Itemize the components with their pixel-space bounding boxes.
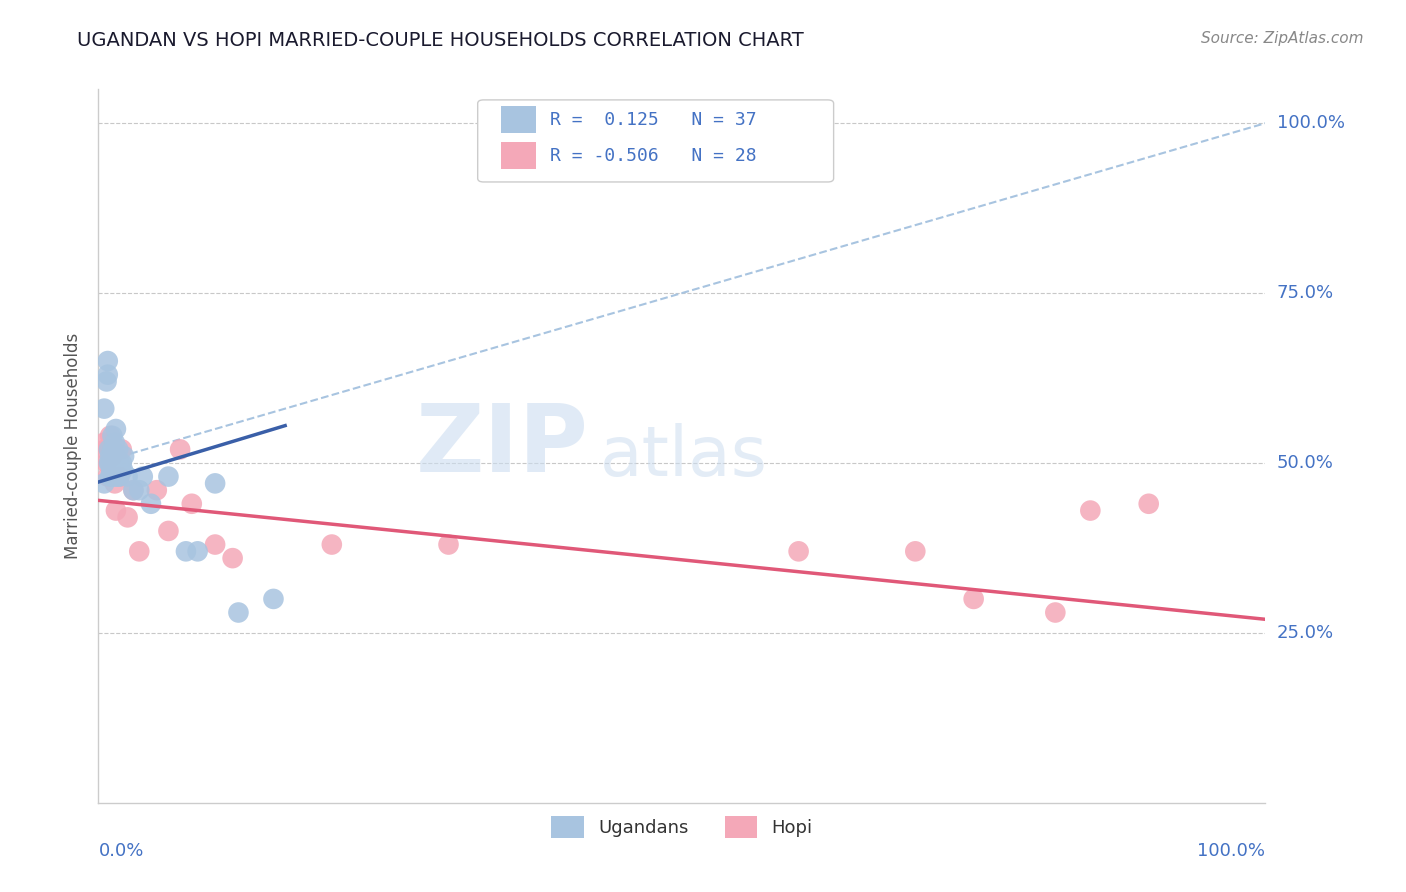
Point — [112, 449, 135, 463]
Point — [97, 354, 120, 368]
Point — [1045, 606, 1067, 620]
Point — [98, 456, 121, 470]
Text: ZIP: ZIP — [416, 400, 589, 492]
Point — [104, 476, 127, 491]
Point — [101, 442, 124, 457]
Point — [111, 456, 134, 470]
Point — [108, 469, 131, 483]
Point — [132, 469, 155, 483]
Text: 0.0%: 0.0% — [98, 842, 143, 860]
Point — [204, 476, 226, 491]
Point — [97, 442, 120, 457]
Point — [962, 591, 984, 606]
Point — [103, 456, 125, 470]
Text: R =  0.125   N = 37: R = 0.125 N = 37 — [550, 111, 756, 128]
Point — [262, 591, 284, 606]
Text: 50.0%: 50.0% — [1277, 454, 1333, 472]
Point — [108, 469, 131, 483]
Point — [221, 551, 243, 566]
Point — [787, 544, 810, 558]
Point — [104, 422, 127, 436]
Point — [104, 449, 127, 463]
Point — [111, 463, 134, 477]
Y-axis label: Married-couple Households: Married-couple Households — [63, 333, 82, 559]
Point — [98, 429, 121, 443]
Text: 25.0%: 25.0% — [1277, 624, 1334, 642]
Point — [101, 449, 124, 463]
Point — [93, 401, 115, 416]
Point — [146, 483, 169, 498]
Point — [128, 483, 150, 498]
Point — [104, 503, 127, 517]
Point — [104, 435, 127, 450]
Point — [96, 456, 118, 470]
Point — [122, 483, 145, 498]
FancyBboxPatch shape — [501, 143, 536, 169]
Point — [93, 476, 115, 491]
FancyBboxPatch shape — [478, 100, 834, 182]
Point — [157, 469, 180, 483]
Point — [204, 537, 226, 551]
Point — [111, 442, 134, 457]
Point — [128, 544, 150, 558]
Text: 75.0%: 75.0% — [1277, 284, 1334, 302]
Point — [122, 483, 145, 498]
Point — [98, 449, 121, 463]
Point — [94, 442, 117, 457]
Point — [139, 497, 162, 511]
Legend: Ugandans, Hopi: Ugandans, Hopi — [543, 807, 821, 847]
Text: 100.0%: 100.0% — [1198, 842, 1265, 860]
Point — [105, 469, 128, 483]
Point — [96, 375, 118, 389]
Text: atlas: atlas — [600, 423, 768, 491]
Point — [169, 442, 191, 457]
Point — [98, 469, 121, 483]
Point — [187, 544, 209, 558]
Text: R = -0.506   N = 28: R = -0.506 N = 28 — [550, 147, 756, 165]
Point — [904, 544, 927, 558]
Point — [97, 469, 120, 483]
Point — [97, 456, 120, 470]
Point — [174, 544, 197, 558]
Point — [103, 469, 125, 483]
Point — [107, 442, 129, 457]
Point — [108, 456, 131, 470]
Point — [321, 537, 343, 551]
Point — [157, 524, 180, 538]
Point — [117, 510, 139, 524]
Point — [437, 537, 460, 551]
Text: Source: ZipAtlas.com: Source: ZipAtlas.com — [1201, 31, 1364, 46]
Point — [97, 368, 120, 382]
Text: 100.0%: 100.0% — [1277, 114, 1344, 132]
Point — [228, 606, 250, 620]
Point — [101, 429, 124, 443]
Point — [180, 497, 202, 511]
FancyBboxPatch shape — [501, 106, 536, 134]
Point — [117, 469, 139, 483]
Text: UGANDAN VS HOPI MARRIED-COUPLE HOUSEHOLDS CORRELATION CHART: UGANDAN VS HOPI MARRIED-COUPLE HOUSEHOLD… — [77, 31, 804, 50]
Point — [93, 435, 115, 450]
Point — [97, 442, 120, 457]
Point — [100, 463, 122, 477]
Point — [1137, 497, 1160, 511]
Point — [1080, 503, 1102, 517]
Point — [105, 456, 128, 470]
